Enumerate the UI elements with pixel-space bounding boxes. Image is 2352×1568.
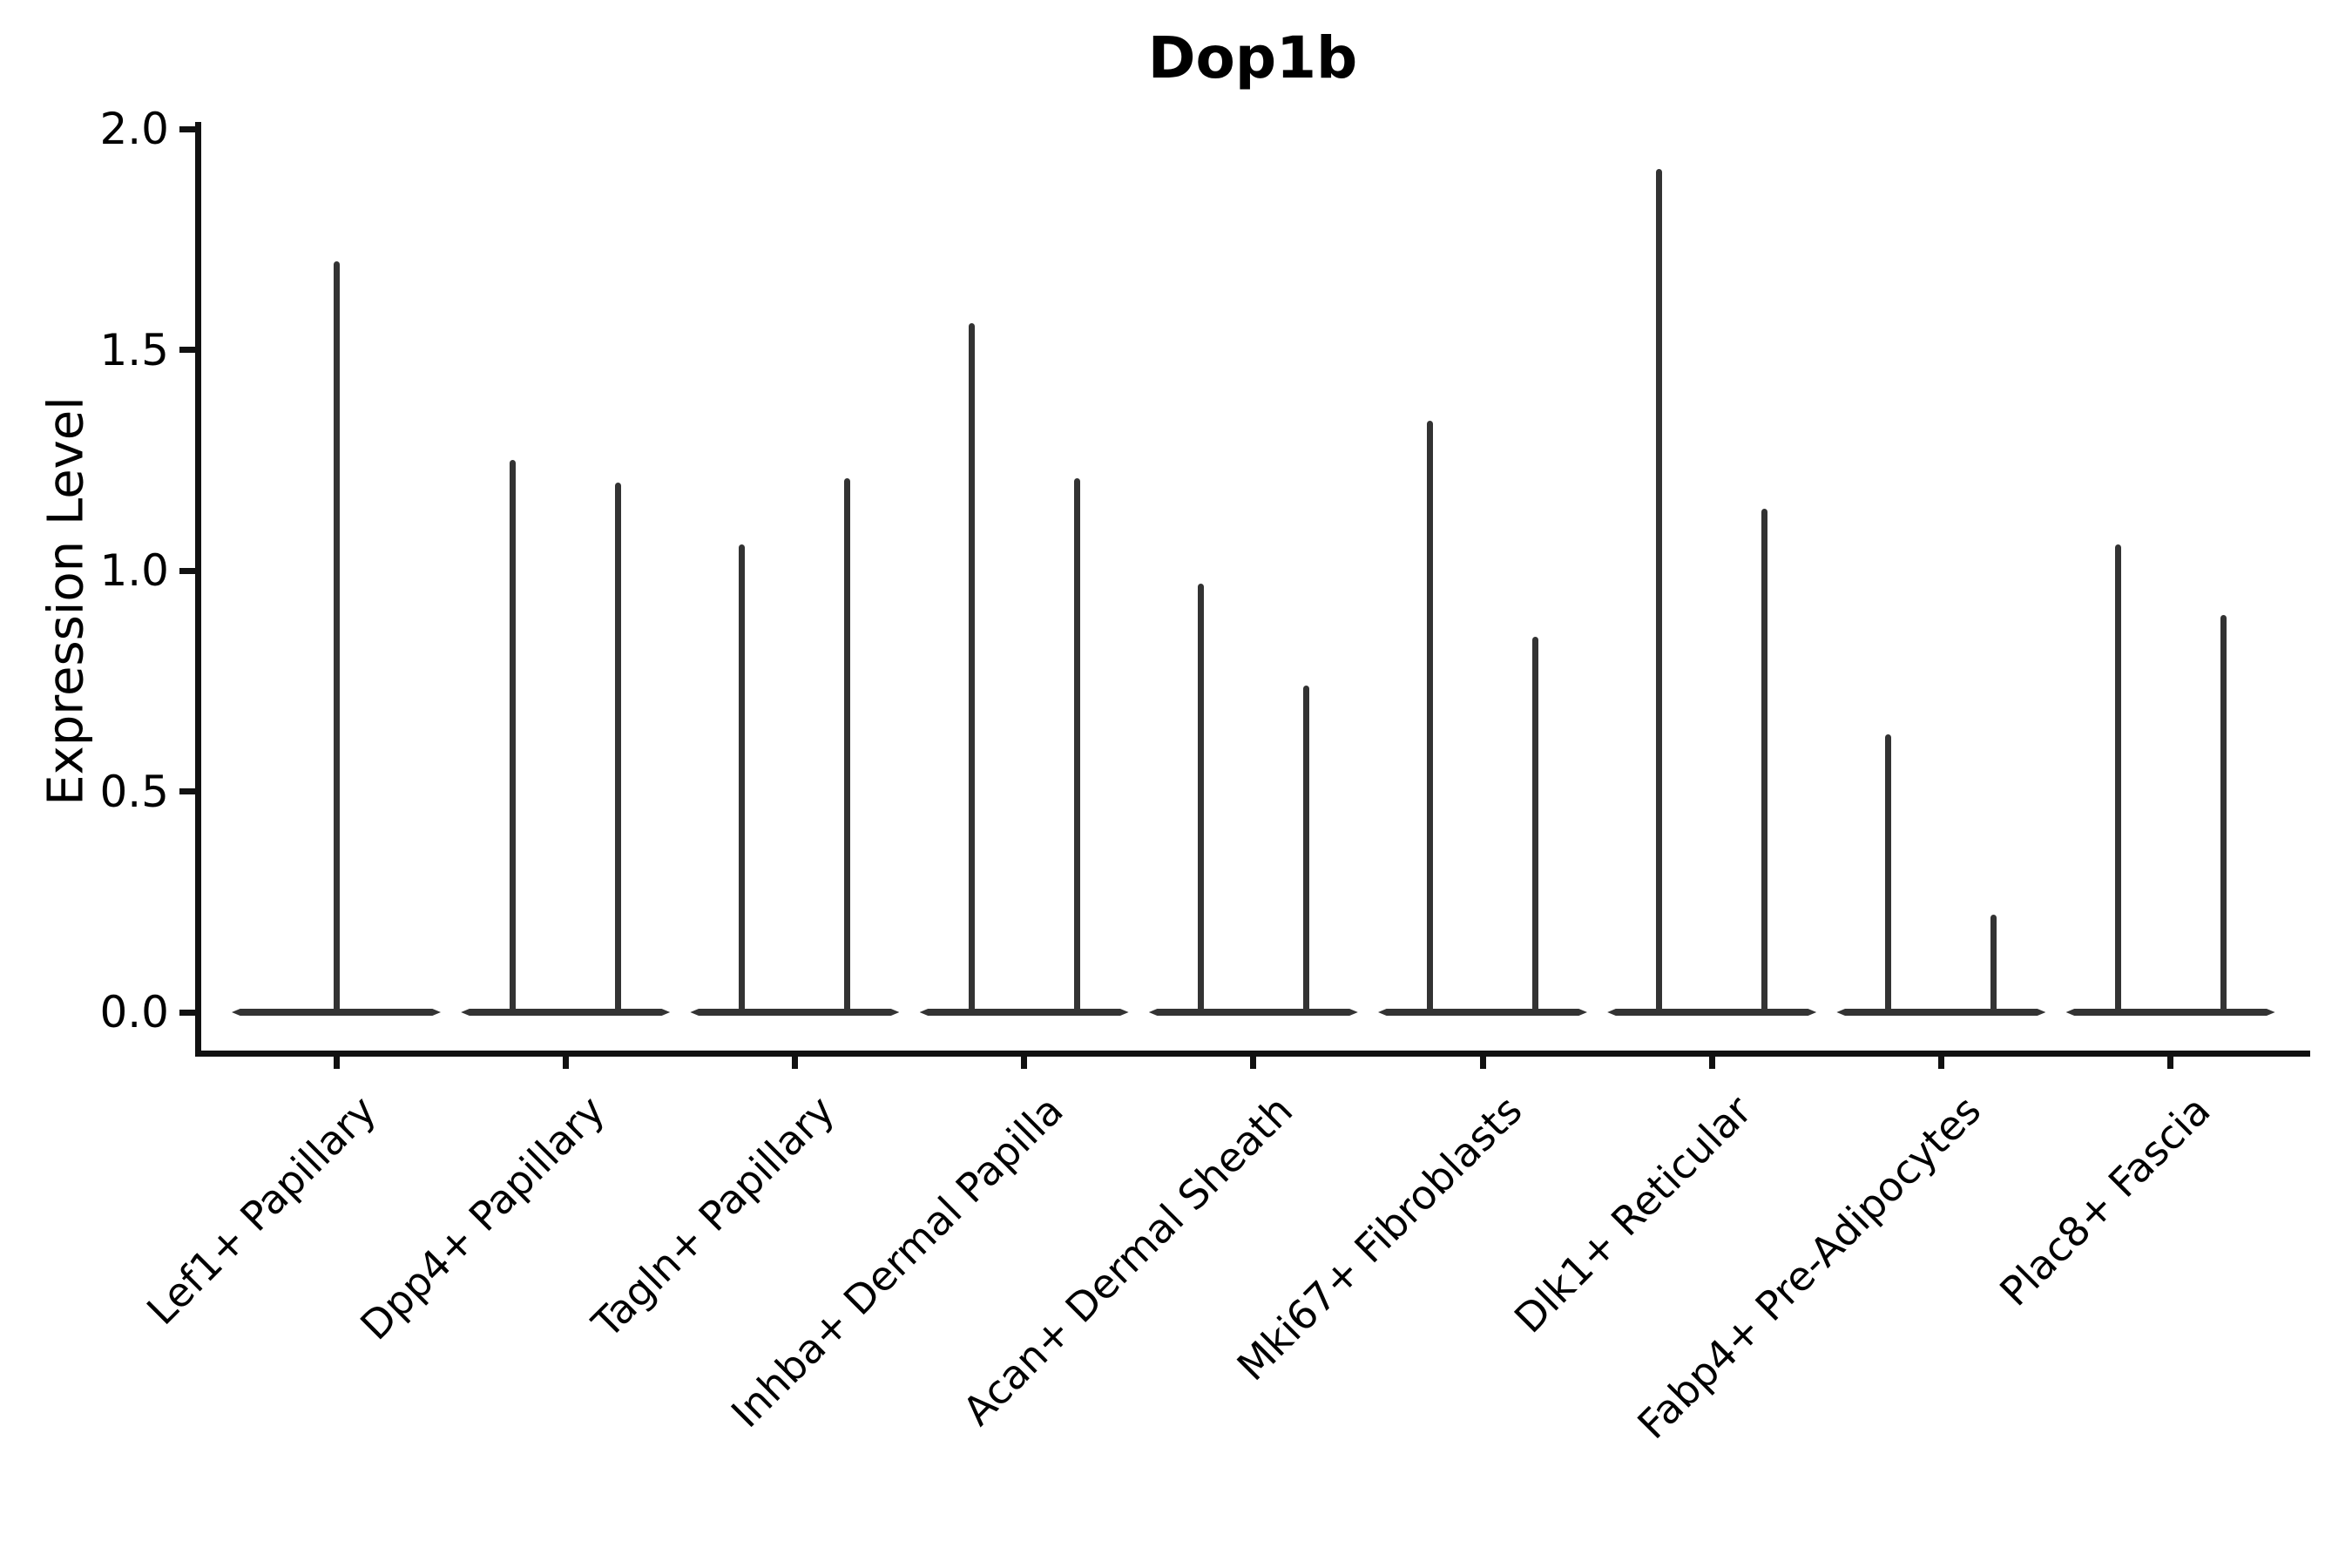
y-tick-label: 2.0 [99,104,169,154]
violin-spike [510,460,517,1012]
x-tick [1021,1057,1028,1069]
x-tick-label: Dlk1+ Reticular [1504,1086,1761,1342]
x-tick [2167,1057,2174,1069]
violin-base-bar [690,1009,900,1016]
violin-spike [844,477,851,1012]
violin-spike [2114,544,2121,1012]
y-tick [179,347,195,353]
y-tick-label: 0.5 [99,766,169,817]
violin-base-bar [919,1009,1129,1016]
violin-spike [333,261,340,1012]
violin-spike [739,544,746,1012]
x-tick [1250,1057,1257,1069]
violin-spike [1656,168,1663,1012]
violin-spike [2220,614,2227,1012]
violin-spike [1427,420,1433,1012]
x-tick-label: Dpp4+ Papillary [351,1086,614,1349]
x-tick [1479,1057,1486,1069]
violin-base-bar [1607,1009,1817,1016]
y-axis-label: Expression Level [37,396,95,806]
y-tick [179,567,195,574]
x-tick-label: Tagln+ Papillary [582,1086,843,1348]
x-tick-label: Lef1+ Papillary [137,1086,385,1335]
y-tick-label: 0.0 [99,987,169,1037]
violin-spike [1197,584,1204,1012]
violin-spike [1073,477,1080,1012]
violin-base-bar [1148,1009,1358,1016]
y-tick [179,125,195,132]
y-tick [179,1009,195,1016]
x-tick-label: Plac8+ Fascia [1990,1086,2220,1315]
violin-spike [968,323,975,1012]
violin-spike [1761,509,1768,1012]
violin-base-bar [1378,1009,1587,1016]
violin-spike [1885,733,1892,1012]
violin-spike [1532,637,1538,1012]
y-tick-label: 1.5 [99,324,169,375]
x-tick [1937,1057,1944,1069]
x-tick [562,1057,569,1069]
violin-base-bar [1836,1009,2046,1016]
chart-title: Dop1b [1147,24,1358,91]
x-tick [333,1057,340,1069]
violin-base-bar [461,1009,671,1016]
violin-spike [1302,685,1309,1012]
violin-base-bar [2065,1009,2275,1016]
y-axis-line [195,122,201,1057]
y-tick [179,788,195,794]
violin-spike [615,482,622,1012]
y-tick-label: 1.0 [99,545,169,596]
x-axis-line [195,1051,2310,1057]
x-tick [1708,1057,1715,1069]
violin-spike [1990,915,1997,1012]
x-tick [791,1057,798,1069]
violin-base-bar [232,1009,441,1016]
